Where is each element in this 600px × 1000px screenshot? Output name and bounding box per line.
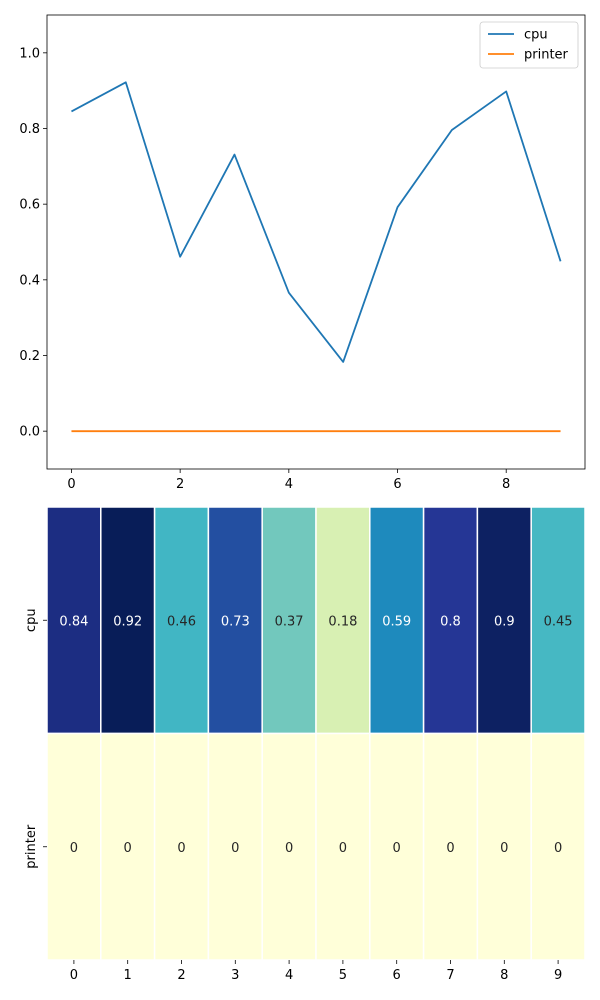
y-tick-label: 0.8 <box>19 122 40 137</box>
heatmap-cell <box>476 506 532 735</box>
heatmap-cell <box>315 506 371 735</box>
x-tick-label: 6 <box>393 968 401 983</box>
heatmap-cell <box>46 732 102 961</box>
heatmap-cell <box>530 732 586 961</box>
x-tick-label: 4 <box>285 477 293 492</box>
x-tick-label: 3 <box>231 968 239 983</box>
heatmap-cell <box>153 506 210 735</box>
x-tick-label: 6 <box>393 477 401 492</box>
heatmap-cell-label: 0.9 <box>494 614 515 629</box>
x-tick-label: 8 <box>500 968 508 983</box>
y-tick-label: 0.2 <box>19 349 40 364</box>
heatmap-cell-label: 0 <box>70 841 78 856</box>
heatmap-cell-label: 0.59 <box>382 614 411 629</box>
heatmap-cell-label: 0.46 <box>167 614 196 629</box>
heatmap: 0.84 0.92 0.46 0.73 0.37 0.18 0.59 0.8 0.9 0.45 0 0… <box>24 506 586 983</box>
heatmap-cell-label: 0.8 <box>440 614 461 629</box>
y-tick-label: 0.0 <box>19 425 40 440</box>
heatmap-cell <box>422 506 479 735</box>
series-line-cpu <box>71 81 562 363</box>
y-tick-label: cpu <box>24 608 39 632</box>
heatmap-cell-label: 0 <box>285 841 293 856</box>
heatmap-cell-label: 0 <box>554 841 562 856</box>
heatmap-cell <box>369 506 425 735</box>
heatmap-cell <box>369 732 425 961</box>
x-tick-label: 2 <box>177 968 185 983</box>
heatmap-cell <box>261 732 317 961</box>
x-tick-label: 0 <box>67 477 75 492</box>
heatmap-cell-label: 0.45 <box>544 614 573 629</box>
line-chart: 0.0 0.2 0.4 0.6 0.8 1.0 0 2 4 6 8 cpu printer <box>19 14 586 492</box>
y-tick-label: 0.6 <box>19 198 40 213</box>
y-tick-label: 0.4 <box>19 273 40 288</box>
plot-frame <box>46 14 586 470</box>
heatmap-cell <box>476 732 532 961</box>
y-tick-label: printer <box>24 824 39 869</box>
heatmap-cell-label: 0.92 <box>113 614 142 629</box>
heatmap-cell-label: 0.73 <box>221 614 250 629</box>
heatmap-cell <box>100 506 156 735</box>
x-tick-label: 0 <box>70 968 78 983</box>
heatmap-cell-label: 0 <box>339 841 347 856</box>
x-tick-label: 1 <box>124 968 132 983</box>
x-tick-label: 9 <box>554 968 562 983</box>
x-tick-label: 2 <box>176 477 184 492</box>
x-tick-label: 8 <box>502 477 510 492</box>
legend-label-printer: printer <box>524 48 569 63</box>
heatmap-cell-label: 0 <box>446 841 454 856</box>
heatmap-cell-label: 0 <box>231 841 239 856</box>
x-tick-label: 7 <box>446 968 454 983</box>
x-tick-label: 5 <box>339 968 347 983</box>
heatmap-cell-label: 0 <box>500 841 508 856</box>
y-tick-label: 1.0 <box>19 46 40 61</box>
heatmap-cell <box>315 732 371 961</box>
heatmap-cell-label: 0 <box>393 841 401 856</box>
heatmap-cell-label: 0 <box>124 841 132 856</box>
heatmap-cell-label: 0 <box>177 841 185 856</box>
x-tick-label: 4 <box>285 968 293 983</box>
heatmap-cell-label: 0.37 <box>275 614 304 629</box>
heatmap-cell-label: 0.18 <box>328 614 357 629</box>
legend-label-cpu: cpu <box>524 28 548 43</box>
legend: cpu printer <box>479 21 579 69</box>
heatmap-cell-label: 0.84 <box>59 614 88 629</box>
